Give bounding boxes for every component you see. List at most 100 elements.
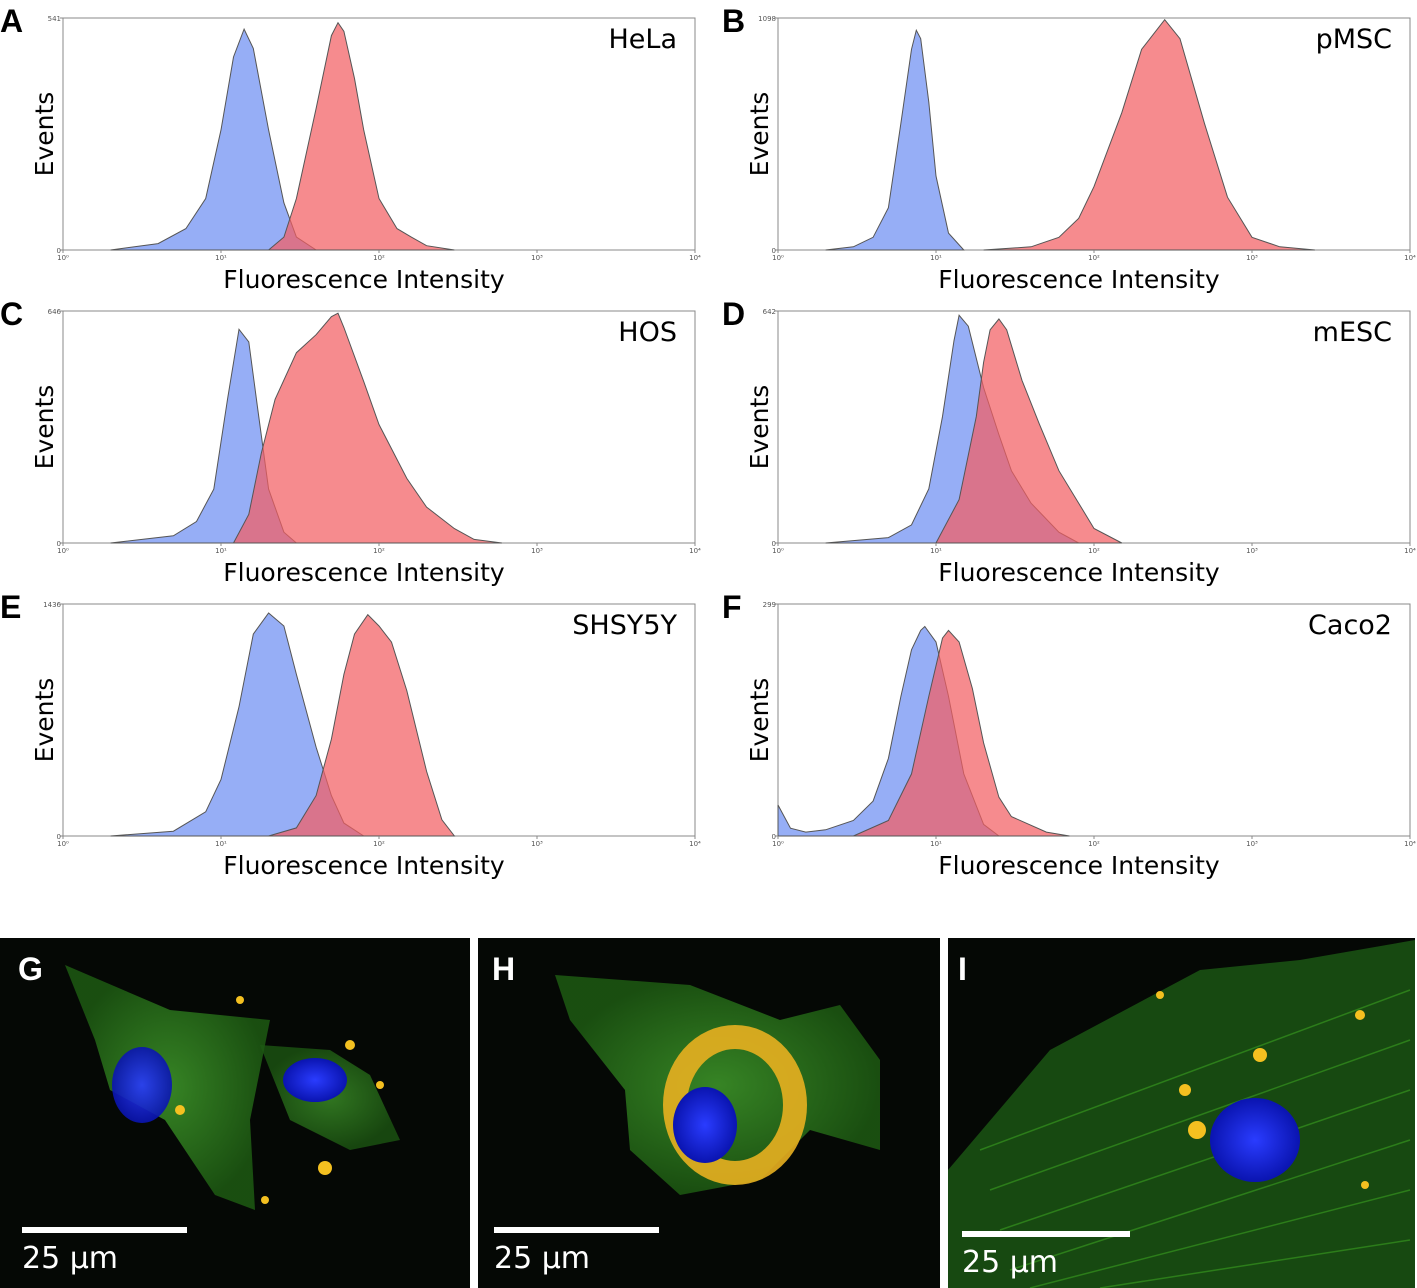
x-tick-label: 10² <box>1088 840 1100 848</box>
x-tick-label: 10¹ <box>930 840 942 848</box>
x-tick-label: 10⁴ <box>1404 840 1416 848</box>
x-tick-label: 10⁴ <box>1404 547 1416 555</box>
x-tick-label: 10³ <box>1246 840 1258 848</box>
y-tick-label: 1436 <box>43 601 61 609</box>
nucleus <box>1210 1098 1300 1182</box>
particles <box>175 996 384 1204</box>
y-tick-label: 0 <box>772 247 776 255</box>
panel-label: C <box>0 296 23 332</box>
x-axis-label: Fluorescence Intensity <box>223 265 505 294</box>
histogram-area <box>232 312 502 544</box>
nucleus <box>283 1058 347 1102</box>
x-tick-label: 10⁰ <box>57 254 69 262</box>
scale-bar <box>962 1231 1130 1237</box>
histogram-area <box>935 318 1123 544</box>
x-tick-label: 10² <box>1088 547 1100 555</box>
x-tick-label: 10⁰ <box>772 547 784 555</box>
y-tick-label: 541 <box>48 15 61 23</box>
histogram-area <box>268 613 456 837</box>
chart-title: HOS <box>618 317 677 348</box>
x-tick-label: 10¹ <box>930 547 942 555</box>
scale-bar-label: 25 µm <box>22 1241 118 1276</box>
particle-ring <box>663 1025 807 1185</box>
chart-title: Caco2 <box>1308 610 1392 641</box>
image-g: G 25 µm <box>0 938 470 1288</box>
scale-bar-label: 25 µm <box>494 1241 590 1276</box>
x-tick-label: 10⁴ <box>689 840 701 848</box>
nucleus <box>112 1047 172 1123</box>
panel-label: G <box>18 951 43 987</box>
particles <box>1156 991 1369 1189</box>
panel-label: F <box>722 589 742 625</box>
panel-label: E <box>0 589 21 625</box>
x-tick-label: 10³ <box>531 254 543 262</box>
x-axis-label: Fluorescence Intensity <box>938 851 1220 880</box>
x-tick-label: 10⁰ <box>57 840 69 848</box>
x-axis-label: Fluorescence Intensity <box>938 558 1220 587</box>
x-tick-label: 10² <box>373 254 385 262</box>
histograms: 10⁰ 10¹ 10² 10³ 10⁴ 0 541 A HeLa Fluorescence Int… <box>0 3 1416 880</box>
x-tick-label: 10¹ <box>215 254 227 262</box>
x-axis-label: Fluorescence Intensity <box>223 851 505 880</box>
panel-label: B <box>722 3 745 39</box>
histogram-area <box>267 21 455 251</box>
x-tick-label: 10¹ <box>215 547 227 555</box>
y-axis-label: Events <box>745 678 774 763</box>
x-tick-label: 10³ <box>1246 547 1258 555</box>
chart-title: HeLa <box>608 24 677 55</box>
y-tick-label: 0 <box>57 540 61 548</box>
image-h: H 25 µm <box>478 938 940 1288</box>
image-i: I 25 µm <box>948 938 1415 1288</box>
y-tick-label: 0 <box>57 247 61 255</box>
y-tick-label: 0 <box>772 833 776 841</box>
y-tick-label: 646 <box>48 308 62 316</box>
scale-bar-label: 25 µm <box>962 1245 1058 1280</box>
histogram-area <box>983 18 1315 251</box>
x-tick-label: 10⁰ <box>772 254 784 262</box>
histogram-area <box>853 629 1070 837</box>
cell <box>948 940 1415 1288</box>
x-tick-label: 10⁰ <box>772 840 784 848</box>
y-tick-label: 0 <box>57 833 61 841</box>
x-tick-label: 10² <box>1088 254 1100 262</box>
histogram-panel: 10⁰ 10¹ 10² 10³ 10⁴ 0 299 F Caco2 Fluorescence In… <box>722 589 1416 880</box>
y-tick-label: 0 <box>772 540 776 548</box>
histogram-panel: 10⁰ 10¹ 10² 10³ 10⁴ 0 541 A HeLa Fluorescence Int… <box>0 3 701 294</box>
y-axis-label: Events <box>30 92 59 177</box>
panel-label: I <box>958 951 967 987</box>
histogram-panel: 10⁰ 10¹ 10² 10³ 10⁴ 0 646 C HOS Fluorescence Inte… <box>0 296 701 587</box>
x-tick-label: 10² <box>373 547 385 555</box>
x-tick-label: 10¹ <box>215 840 227 848</box>
y-tick-label: 1098 <box>758 15 776 23</box>
striations <box>979 989 1411 1288</box>
chart-title: mESC <box>1313 317 1392 348</box>
x-axis-label: Fluorescence Intensity <box>223 558 505 587</box>
x-tick-label: 10¹ <box>930 254 942 262</box>
x-tick-label: 10⁴ <box>1404 254 1416 262</box>
panel-label: D <box>722 296 745 332</box>
y-axis-label: Events <box>745 92 774 177</box>
x-axis-label: Fluorescence Intensity <box>938 265 1220 294</box>
histogram-area <box>825 28 965 251</box>
x-tick-label: 10³ <box>531 547 543 555</box>
y-axis-label: Events <box>30 385 59 470</box>
panel-label: H <box>492 951 515 987</box>
chart-title: SHSY5Y <box>572 610 677 641</box>
histogram-area <box>110 27 318 251</box>
panel-label: A <box>0 3 23 39</box>
x-tick-label: 10⁴ <box>689 547 701 555</box>
y-axis-label: Events <box>745 385 774 470</box>
y-tick-label: 299 <box>763 601 776 609</box>
scale-bar <box>494 1227 659 1233</box>
y-tick-label: 642 <box>763 308 776 316</box>
chart-title: pMSC <box>1316 24 1392 55</box>
histogram-panel: 10⁰ 10¹ 10² 10³ 10⁴ 0 1436 E SHSY5Y Fluorescence … <box>0 589 701 880</box>
x-tick-label: 10⁴ <box>689 254 701 262</box>
scale-bar <box>22 1227 187 1233</box>
x-tick-label: 10³ <box>1246 254 1258 262</box>
nucleus <box>673 1087 737 1163</box>
x-tick-label: 10³ <box>531 840 543 848</box>
